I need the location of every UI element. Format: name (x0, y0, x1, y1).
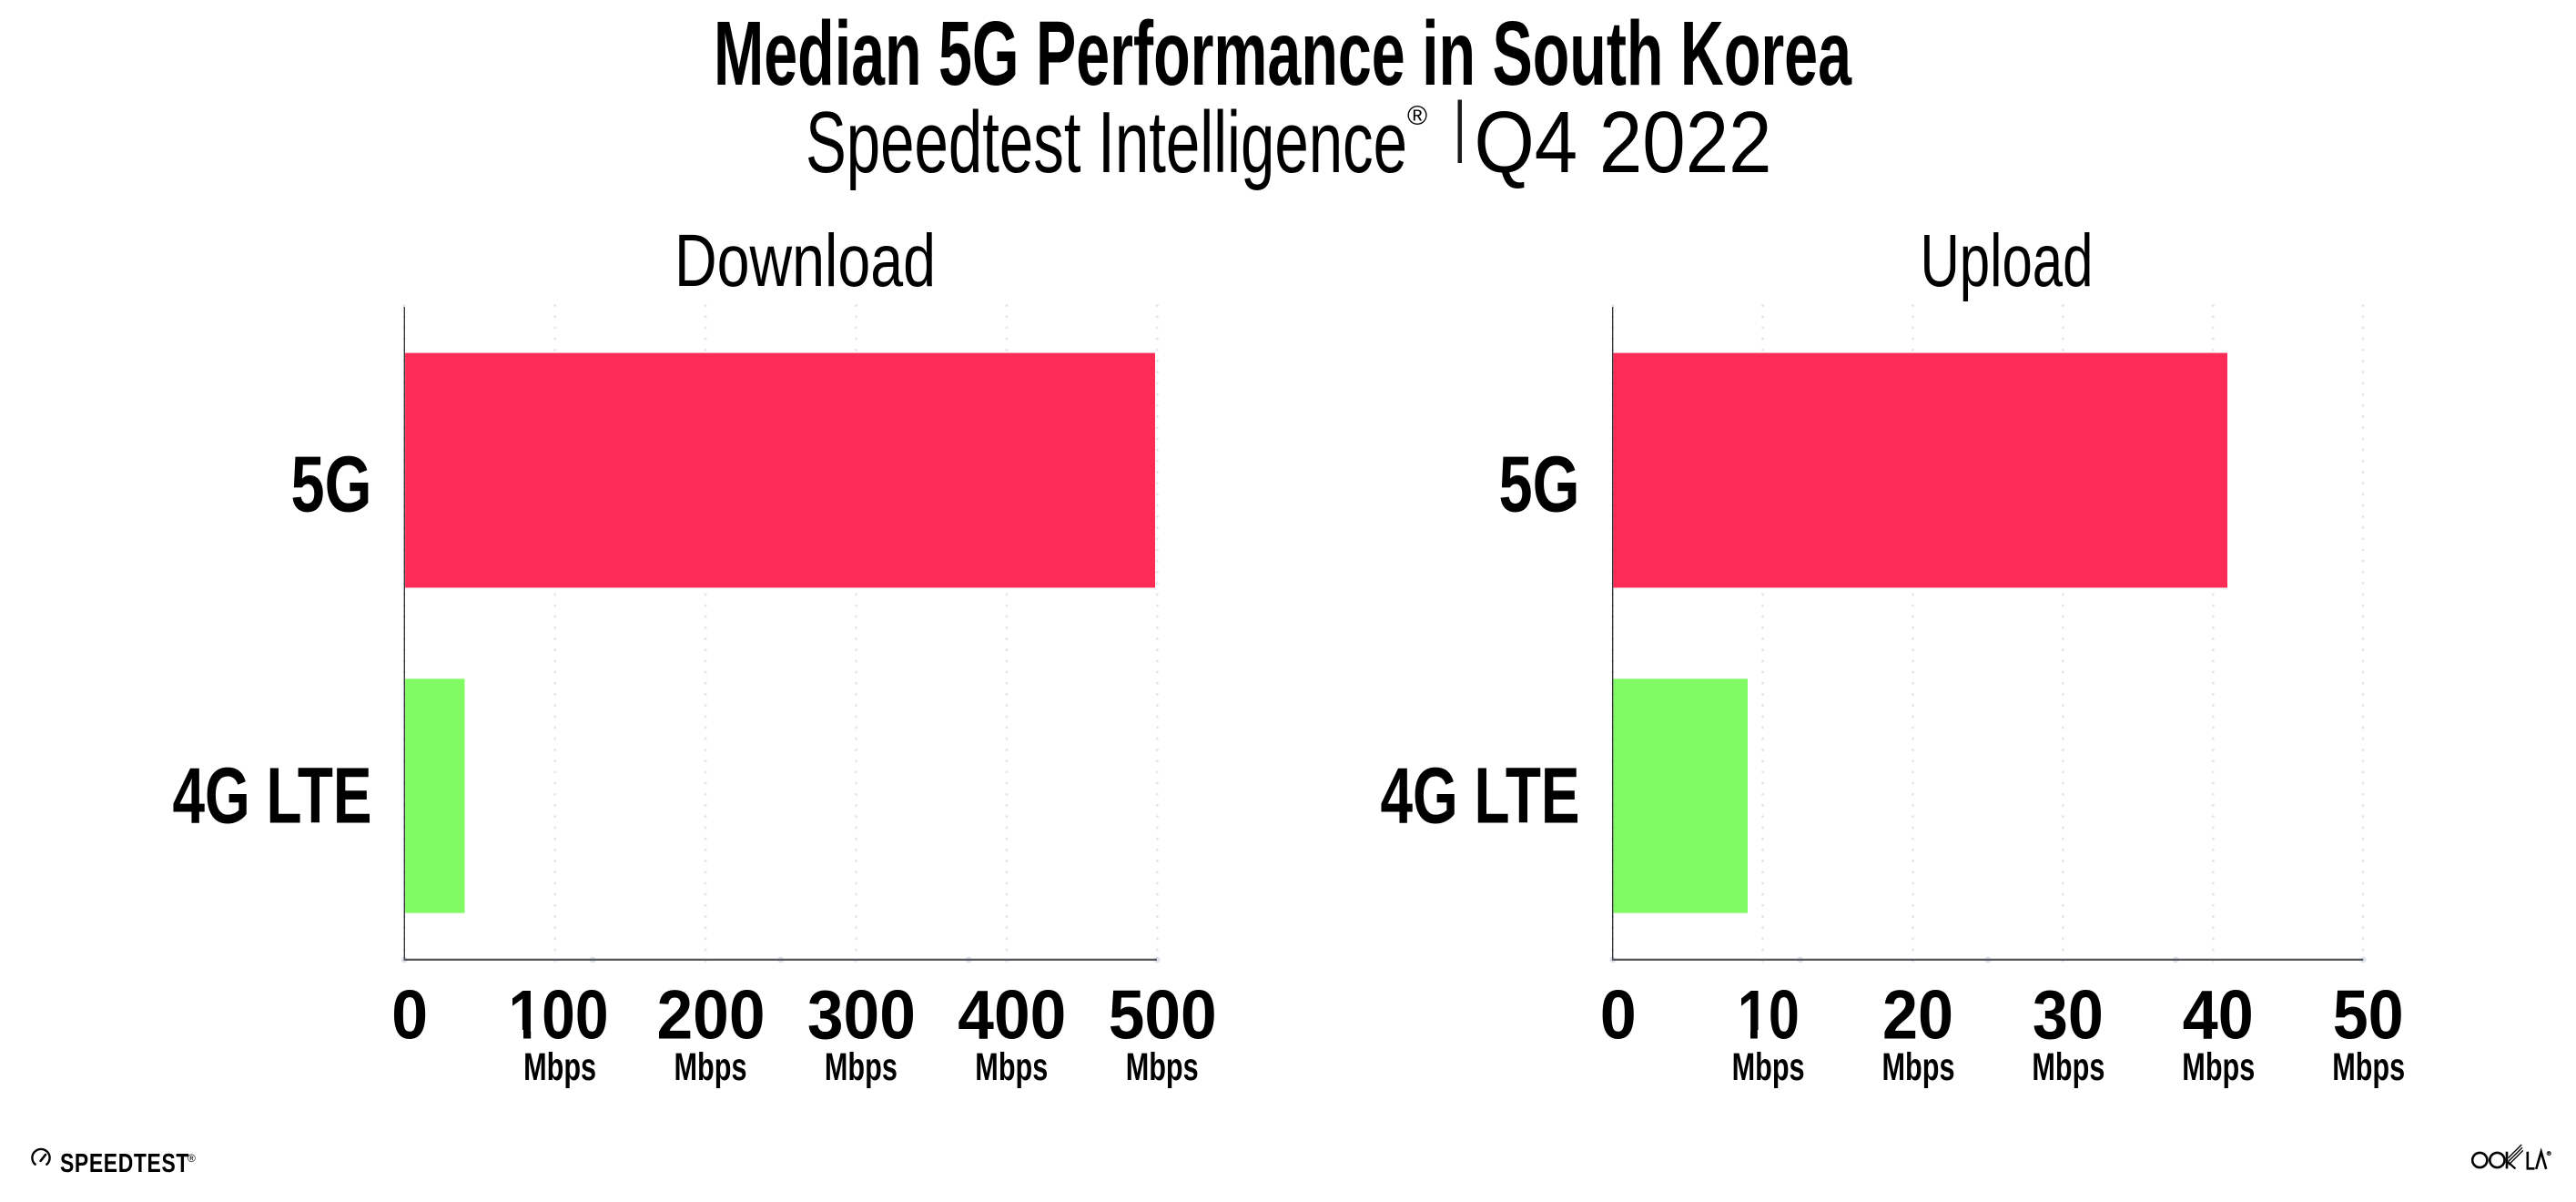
svg-text:Q4 2022: Q4 2022 (1475, 94, 1772, 191)
svg-text:Mbps: Mbps (523, 1045, 596, 1089)
svg-text:Speedtest Intelligence: Speedtest Intelligence (806, 94, 1407, 191)
svg-text:500: 500 (1109, 976, 1217, 1054)
svg-text:100: 100 (509, 976, 609, 1054)
svg-text:4G LTE: 4G LTE (1381, 752, 1580, 840)
svg-text:0: 0 (391, 976, 428, 1054)
svg-text:Median 5G Performance in South: Median 5G Performance in South Korea (714, 3, 1852, 105)
svg-text:®: ® (188, 1152, 196, 1165)
svg-text:Mbps: Mbps (975, 1045, 1048, 1089)
svg-text:5G: 5G (291, 441, 372, 529)
svg-text:50: 50 (2333, 976, 2404, 1054)
svg-text:40: 40 (2183, 976, 2254, 1054)
svg-text:Mbps: Mbps (2032, 1045, 2104, 1089)
svg-text:Mbps: Mbps (1732, 1045, 1805, 1089)
svg-text:4G LTE: 4G LTE (173, 752, 372, 840)
svg-text:Mbps: Mbps (674, 1045, 747, 1089)
svg-text:Mbps: Mbps (2182, 1045, 2255, 1089)
svg-text:SPEEDTEST: SPEEDTEST (60, 1149, 189, 1178)
svg-text:0: 0 (1600, 976, 1637, 1054)
svg-text:20: 20 (1882, 976, 1953, 1054)
svg-text:®: ® (1407, 101, 1427, 131)
svg-text:Download: Download (674, 219, 936, 302)
svg-text:30: 30 (2033, 976, 2104, 1054)
svg-text:300: 300 (807, 976, 916, 1054)
svg-text:200: 200 (657, 976, 766, 1054)
svg-text:Mbps: Mbps (825, 1045, 898, 1089)
svg-text:Upload: Upload (1921, 219, 2094, 302)
svg-text:Mbps: Mbps (1882, 1045, 1955, 1089)
svg-text:5G: 5G (1499, 441, 1580, 529)
svg-text:400: 400 (958, 976, 1066, 1054)
svg-text:10: 10 (1738, 976, 1800, 1054)
svg-text:Mbps: Mbps (2332, 1045, 2405, 1089)
svg-text:Mbps: Mbps (1126, 1045, 1199, 1089)
